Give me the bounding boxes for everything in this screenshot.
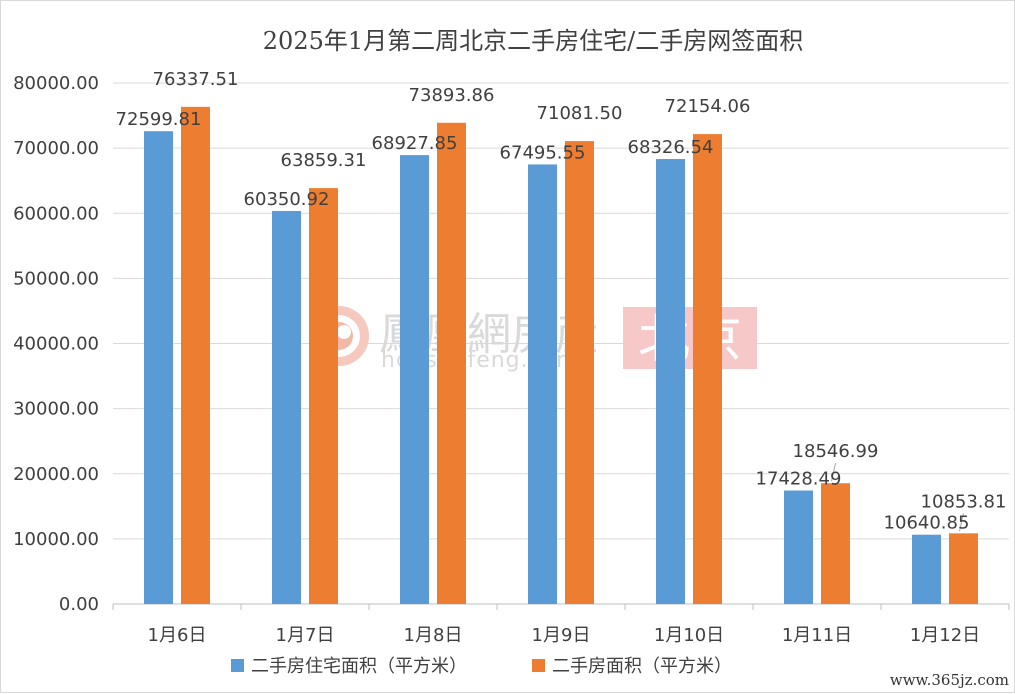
bar-residential-area bbox=[272, 210, 301, 604]
y-axis-tick-labels: 0.00 10000.00 20000.00 30000.00 40000.00 5000… bbox=[13, 73, 99, 615]
x-tick-label: 1月7日 bbox=[276, 625, 335, 646]
label-leader-lines bbox=[831, 463, 964, 532]
legend-label: 二手房面积（平方米） bbox=[552, 656, 732, 677]
bar-total-area bbox=[949, 533, 978, 604]
y-tick-label: 0.00 bbox=[59, 594, 99, 615]
x-tick-label: 1月11日 bbox=[782, 625, 852, 646]
y-tick-label: 70000.00 bbox=[13, 138, 99, 159]
bar-total-area bbox=[693, 134, 722, 604]
bar-residential-area bbox=[784, 490, 813, 604]
data-label-total: 63859.31 bbox=[281, 150, 367, 171]
x-axis-tick-labels: 1月6日 1月7日 1月8日 1月9日 1月10日 1月11日 1月12日 bbox=[148, 625, 981, 646]
label-leader-line bbox=[831, 463, 836, 482]
data-label-total: 73893.86 bbox=[409, 85, 495, 106]
data-label-residential: 68927.85 bbox=[372, 133, 458, 154]
x-tick-label: 1月8日 bbox=[404, 625, 463, 646]
watermark-city-box bbox=[623, 307, 757, 369]
watermark-city: 北京 bbox=[638, 310, 742, 370]
bar-total-area bbox=[309, 188, 338, 604]
y-tick-label: 30000.00 bbox=[13, 399, 99, 420]
data-label-residential: 60350.92 bbox=[244, 189, 330, 210]
bar-residential-area bbox=[400, 155, 429, 605]
legend-swatch bbox=[532, 659, 545, 672]
data-label-residential: 72599.81 bbox=[116, 109, 202, 130]
y-tick-label: 10000.00 bbox=[13, 529, 99, 550]
y-tick-label: 50000.00 bbox=[13, 268, 99, 289]
x-tick-label: 1月10日 bbox=[654, 625, 724, 646]
legend: 二手房住宅面积（平方米） 二手房面积（平方米） bbox=[231, 656, 732, 677]
bar-total-area bbox=[821, 483, 850, 604]
data-label-residential: 10640.85 bbox=[884, 513, 970, 534]
bar-residential-area bbox=[144, 131, 173, 605]
bar-residential-area bbox=[528, 164, 557, 604]
gridlines bbox=[112, 82, 1010, 610]
data-label-residential: 68326.54 bbox=[628, 137, 714, 158]
site-watermark: www.365jz.com bbox=[890, 671, 1009, 689]
legend-swatch bbox=[231, 659, 244, 672]
x-tick-label: 1月9日 bbox=[532, 625, 591, 646]
bar-total-area bbox=[181, 106, 210, 605]
data-label-residential: 17428.49 bbox=[756, 468, 842, 489]
data-label-residential: 67495.55 bbox=[500, 142, 586, 163]
y-tick-label: 40000.00 bbox=[13, 334, 99, 355]
label-leader-line bbox=[959, 513, 964, 532]
data-label-total: 72154.06 bbox=[665, 96, 751, 117]
y-tick-label: 60000.00 bbox=[13, 203, 99, 224]
data-label-total: 71081.50 bbox=[537, 103, 623, 124]
y-tick-label: 80000.00 bbox=[13, 73, 99, 94]
x-tick-label: 1月12日 bbox=[910, 625, 980, 646]
data-labels: 72599.81 76337.51 60350.92 63859.3168927.85… bbox=[116, 69, 1007, 534]
bar-residential-area bbox=[656, 159, 685, 604]
chart-title: 2025年1月第二周北京二手房住宅/二手房网签面积 bbox=[263, 27, 803, 55]
data-label-total: 18546.99 bbox=[793, 441, 879, 462]
bar-total-area bbox=[437, 122, 466, 604]
data-label-total: 10853.81 bbox=[921, 491, 1007, 512]
y-tick-label: 20000.00 bbox=[13, 464, 99, 485]
legend-label: 二手房住宅面积（平方米） bbox=[251, 656, 467, 677]
bar-total-area bbox=[565, 141, 594, 604]
x-tick-label: 1月6日 bbox=[148, 625, 207, 646]
bar-residential-area bbox=[912, 534, 941, 604]
bars bbox=[144, 106, 978, 605]
data-label-total: 76337.51 bbox=[153, 69, 239, 90]
